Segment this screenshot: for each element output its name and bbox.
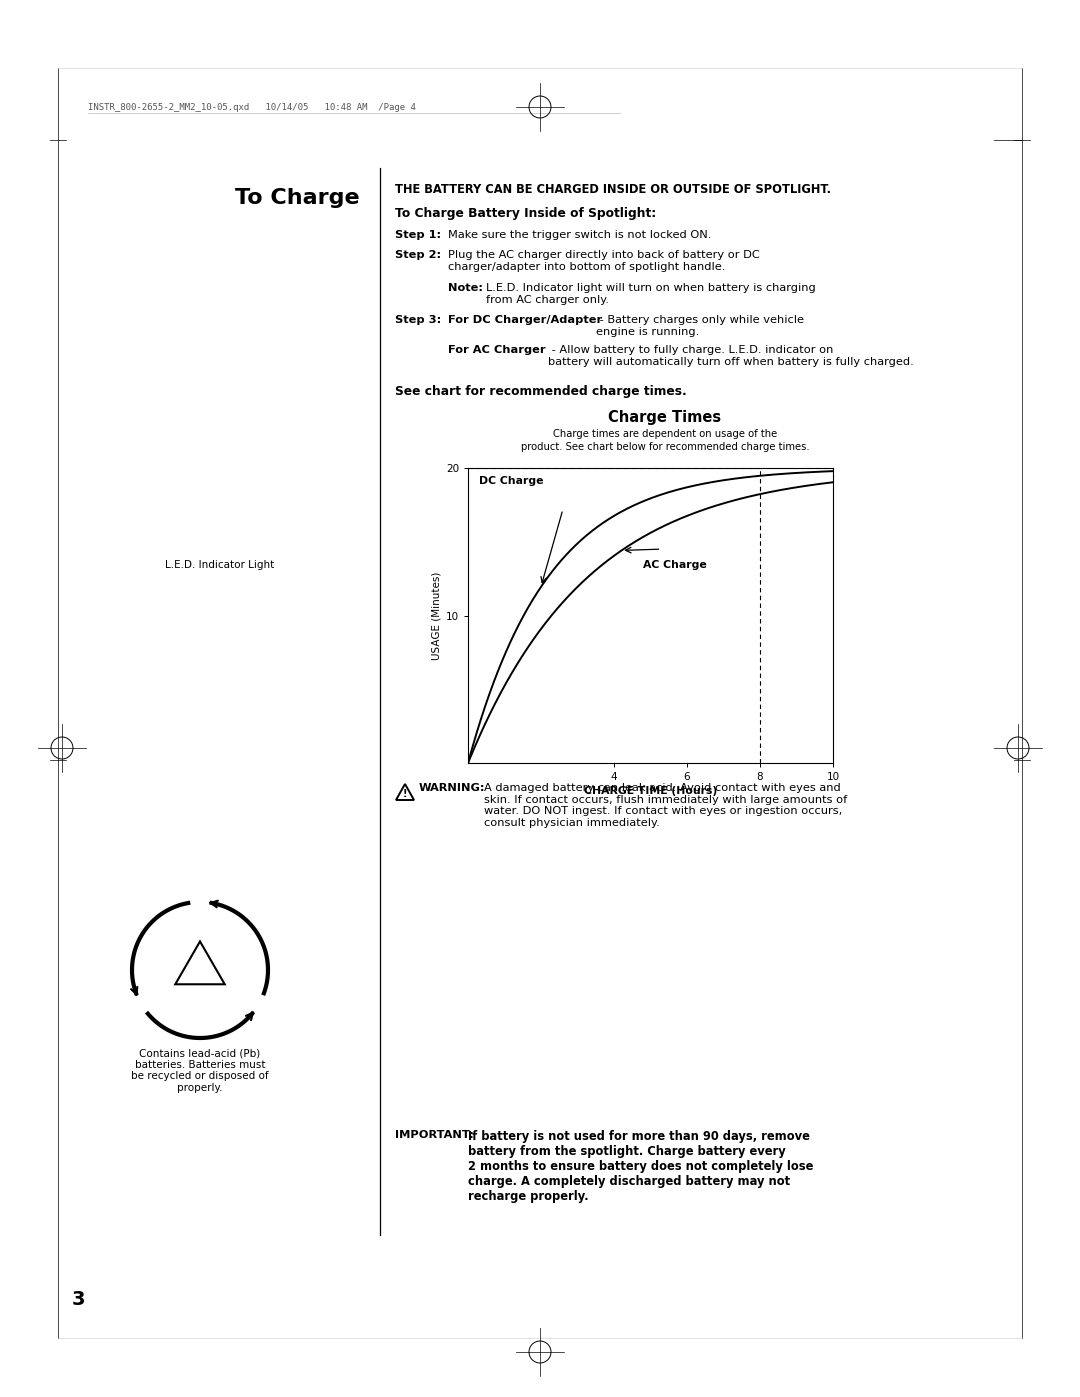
Text: If battery is not used for more than 90 days, remove
battery from the spotlight.: If battery is not used for more than 90 … (468, 1130, 813, 1203)
Text: For DC Charger/Adapter: For DC Charger/Adapter (448, 314, 603, 326)
Text: L.E.D. Indicator Light: L.E.D. Indicator Light (165, 560, 274, 570)
Text: Step 3:: Step 3: (395, 314, 442, 326)
Text: To Charge: To Charge (235, 189, 360, 208)
Text: For AC Charger: For AC Charger (448, 345, 545, 355)
X-axis label: CHARGE TIME (Hours): CHARGE TIME (Hours) (584, 787, 717, 796)
Text: INSTR_800-2655-2_MM2_10-05.qxd   10/14/05   10:48 AM  /Page 4: INSTR_800-2655-2_MM2_10-05.qxd 10/14/05 … (87, 103, 416, 112)
Text: Contains lead-acid (Pb)
batteries. Batteries must
be recycled or disposed of
pro: Contains lead-acid (Pb) batteries. Batte… (131, 1048, 269, 1092)
Text: Step 2:: Step 2: (395, 250, 441, 260)
Text: To Charge Battery Inside of Spotlight:: To Charge Battery Inside of Spotlight: (395, 207, 657, 219)
Text: AC Charge: AC Charge (644, 560, 707, 570)
Text: Plug the AC charger directly into back of battery or DC
charger/adapter into bot: Plug the AC charger directly into back o… (448, 250, 759, 271)
Text: DC Charge: DC Charge (478, 476, 543, 486)
Text: Charge times are dependent on usage of the: Charge times are dependent on usage of t… (553, 429, 778, 439)
Text: THE BATTERY CAN BE CHARGED INSIDE OR OUTSIDE OF SPOTLIGHT.: THE BATTERY CAN BE CHARGED INSIDE OR OUT… (395, 183, 831, 196)
Text: See chart for recommended charge times.: See chart for recommended charge times. (395, 386, 687, 398)
Text: !: ! (403, 789, 407, 799)
Text: IMPORTANT:: IMPORTANT: (395, 1130, 474, 1140)
Text: product. See chart below for recommended charge times.: product. See chart below for recommended… (521, 441, 809, 453)
Text: Make sure the trigger switch is not locked ON.: Make sure the trigger switch is not lock… (448, 231, 712, 240)
Text: A damaged battery can leak acid. Avoid contact with eyes and
skin. If contact oc: A damaged battery can leak acid. Avoid c… (484, 782, 847, 828)
Text: 3: 3 (72, 1289, 85, 1309)
Text: L.E.D. Indicator light will turn on when battery is charging
from AC charger onl: L.E.D. Indicator light will turn on when… (486, 284, 815, 305)
Y-axis label: USAGE (Minutes): USAGE (Minutes) (432, 571, 442, 659)
Text: Step 1:: Step 1: (395, 231, 441, 240)
Text: - Battery charges only while vehicle
engine is running.: - Battery charges only while vehicle eng… (596, 314, 804, 337)
Text: - Allow battery to fully charge. L.E.D. indicator on
battery will automatically : - Allow battery to fully charge. L.E.D. … (548, 345, 914, 366)
Text: Note:: Note: (448, 284, 483, 293)
Text: Charge Times: Charge Times (608, 409, 721, 425)
Text: WARNING:: WARNING: (419, 782, 486, 793)
